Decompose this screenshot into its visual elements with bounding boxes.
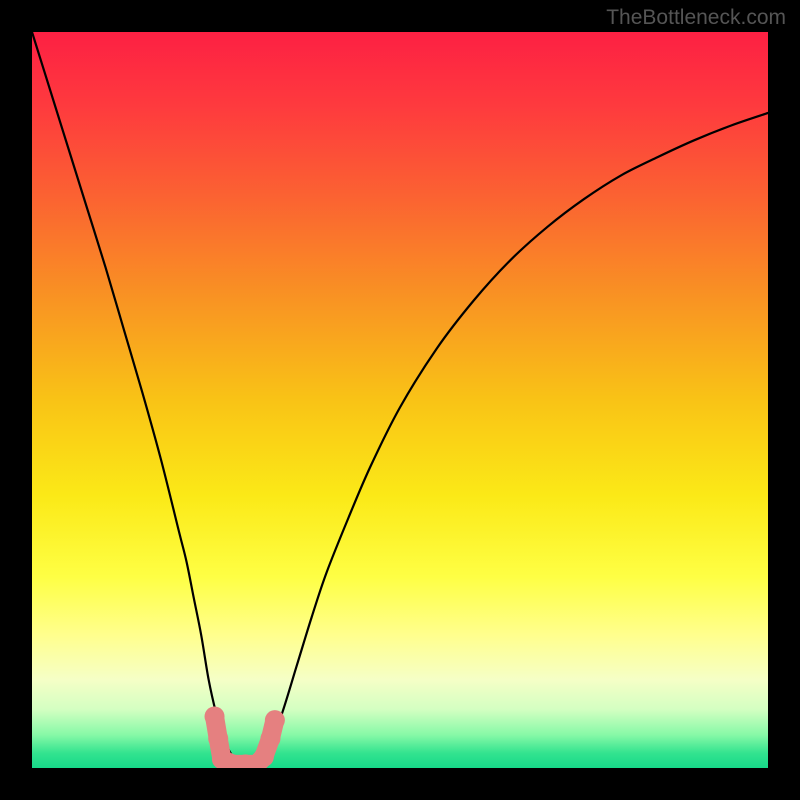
chart-container: TheBottleneck.com xyxy=(0,0,800,800)
marker-dot xyxy=(260,729,280,749)
marker-dot xyxy=(254,747,274,767)
plot-background xyxy=(32,32,768,768)
marker-dot xyxy=(265,710,285,730)
chart-svg xyxy=(0,0,800,800)
marker-dot xyxy=(205,706,225,726)
marker-dot xyxy=(208,729,228,749)
